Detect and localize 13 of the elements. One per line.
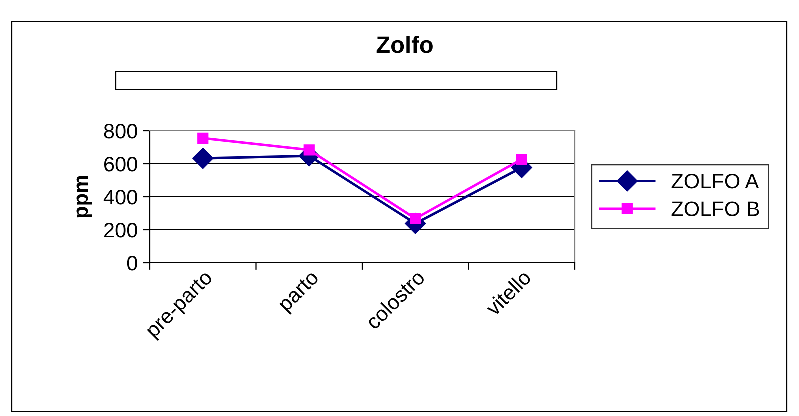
y-tick-label: 200 [104,223,138,238]
y-tick-label: 0 [127,256,138,271]
point [516,154,528,166]
y-axis-title: ppm [76,176,92,218]
point [198,132,209,144]
y-tick-label: 600 [104,157,138,172]
chart-title: Zolfo [376,36,433,54]
legend-label: ZOLFO A [672,174,760,189]
point [192,148,214,170]
y-tick-label: 400 [104,190,138,205]
y-tick-label: 800 [104,124,138,139]
legend-label: ZOLFO B [672,202,760,216]
point [304,144,315,156]
